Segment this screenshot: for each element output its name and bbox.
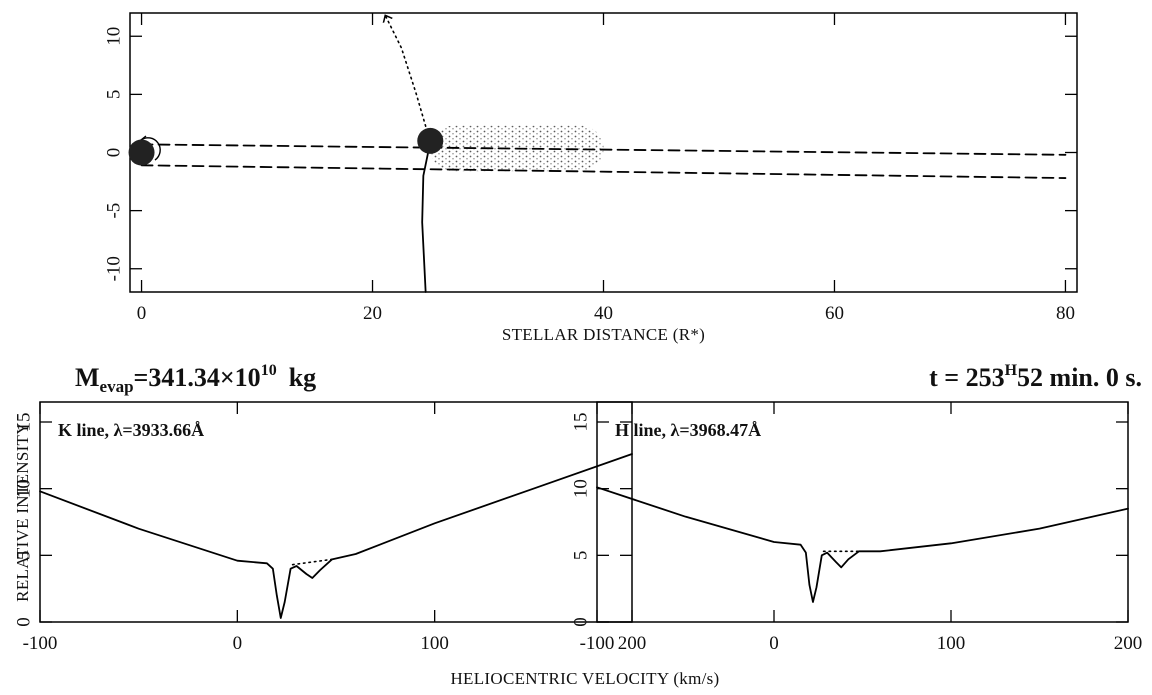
x-tick-label: -100 xyxy=(23,633,58,654)
series-line xyxy=(422,142,430,292)
x-tick-label: 100 xyxy=(937,633,966,654)
y-tick-label: 0 xyxy=(103,148,124,158)
y-tick-label: 10 xyxy=(570,479,591,498)
x-tick-label: 20 xyxy=(363,303,382,324)
y-tick-label: 15 xyxy=(13,413,34,432)
x-tick-label: 40 xyxy=(594,303,613,324)
mass-subscript: evap xyxy=(100,377,134,396)
body-marker xyxy=(129,140,155,166)
mass-symbol: M xyxy=(75,363,100,392)
x-tick-label: 60 xyxy=(825,303,844,324)
time-rest: 52 min. 0 s. xyxy=(1017,363,1142,392)
time-label: t = 253H52 min. 0 s. xyxy=(929,362,1142,392)
x-tick-label: 0 xyxy=(137,303,147,324)
series-line xyxy=(142,165,1066,178)
panel-annotation: K line, λ=3933.66Å xyxy=(58,420,204,440)
y-tick-label: 15 xyxy=(570,413,591,432)
x-tick-label: 200 xyxy=(618,633,647,654)
x-tick-label: 200 xyxy=(1114,633,1143,654)
x-tick-label: 100 xyxy=(420,633,449,654)
time-text: t = 253 xyxy=(929,363,1004,392)
series-line xyxy=(142,144,1066,154)
time-superscript: H xyxy=(1005,362,1018,379)
mass-label: Mevap=341.34×1010 kg xyxy=(75,362,316,396)
series-line xyxy=(385,15,430,142)
panel-annotation: H line, λ=3968.47Å xyxy=(615,420,761,440)
y-tick-label: -5 xyxy=(103,203,124,219)
x-tick-label: 80 xyxy=(1056,303,1075,324)
y-tick-label: 5 xyxy=(103,90,124,100)
y-tick-label: 5 xyxy=(570,551,591,561)
figure: Mevap=341.34×1010kg t = 253H52 min. 0 s.… xyxy=(0,0,1152,695)
series-line xyxy=(40,454,632,618)
plot-frame xyxy=(130,13,1077,292)
y-tick-label: 0 xyxy=(570,617,591,627)
mass-value: =341.34×10 xyxy=(134,363,261,392)
x-axis-label: STELLAR DISTANCE (R*) xyxy=(502,325,705,344)
series-line xyxy=(597,487,1128,602)
y-axis-label: RELATIVE INTENSITY xyxy=(13,422,32,602)
x-tick-label: 0 xyxy=(769,633,779,654)
y-tick-label: -10 xyxy=(103,256,124,281)
x-tick-label: 0 xyxy=(233,633,243,654)
x-axis-label: HELIOCENTRIC VELOCITY (km/s) xyxy=(450,669,719,688)
y-tick-label: 10 xyxy=(103,27,124,46)
x-tick-label: -100 xyxy=(580,633,615,654)
y-tick-label: 5 xyxy=(13,551,34,561)
mass-exponent: 10 xyxy=(261,362,277,379)
body-marker xyxy=(417,128,443,154)
page: Mevap=341.34×1010kg t = 253H52 min. 0 s.… xyxy=(0,0,1152,695)
y-tick-label: 10 xyxy=(13,479,34,498)
y-tick-label: 0 xyxy=(13,617,34,627)
mass-unit: kg xyxy=(289,363,316,392)
